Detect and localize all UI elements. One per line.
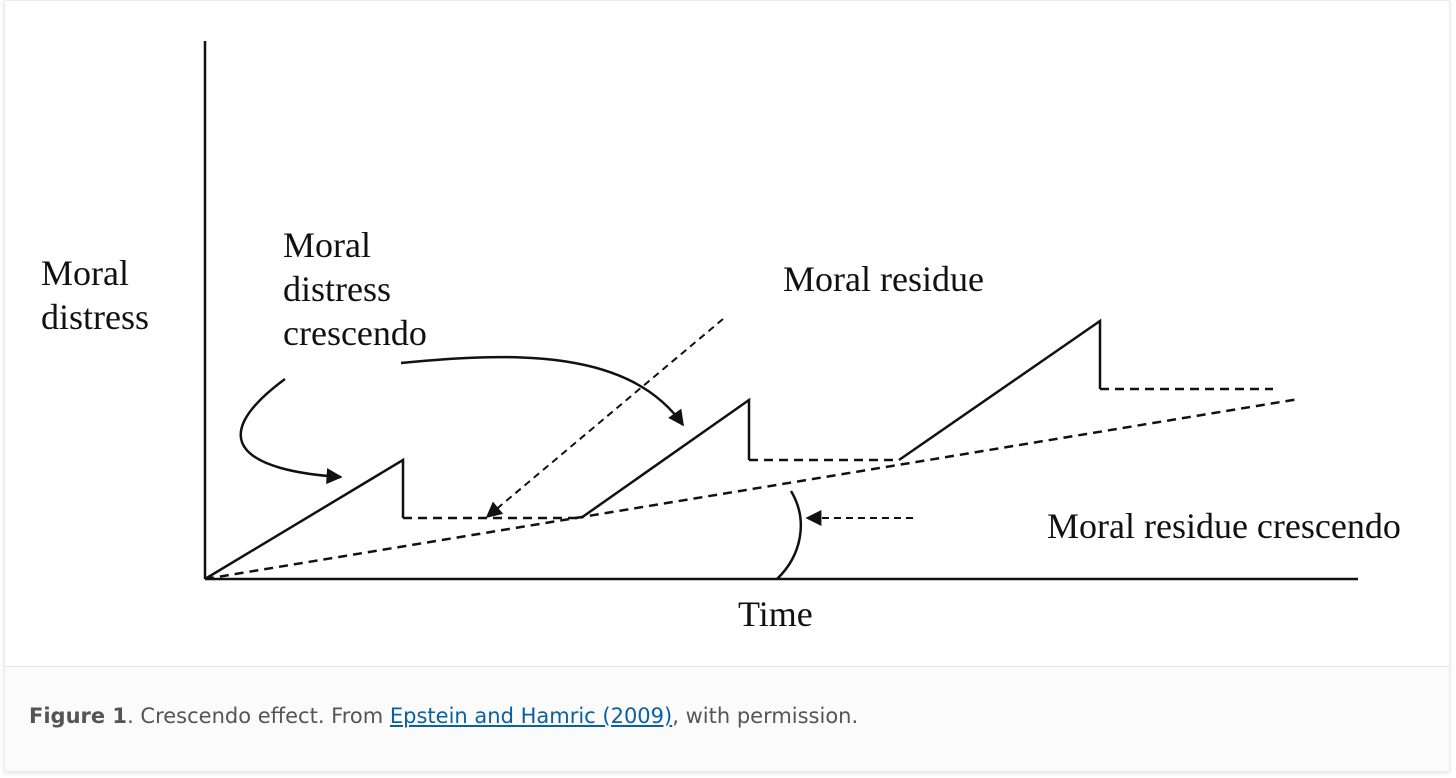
figure-caption: Figure 1. Crescendo effect. From Epstein… [29,704,858,728]
y-axis-label-line-2: distress [41,297,149,337]
diagram-svg: Moral distress Moral distress crescendo … [41,41,1401,634]
crescendo-arrow-2 [400,355,685,427]
distress-rise-2 [580,397,751,520]
figure-panel: Moral distress Moral distress crescendo … [4,0,1450,772]
residue-crescendo-label: Moral residue crescendo [1047,506,1401,546]
y-axis-label: Moral distress [41,253,149,337]
crescendo-label-line-2: distress [283,269,391,309]
residue-crescendo-line [204,397,1300,581]
crescendo-arrow-1 [239,377,343,485]
crescendo-label: Moral distress crescendo [283,225,427,353]
citation-link[interactable]: Epstein and Hamric (2009) [389,704,673,728]
caption-bar [5,666,1449,771]
moral-residue-arrow [485,318,724,519]
distress-rise-3 [898,318,1102,462]
crescendo-label-line-1: Moral [283,225,371,265]
caption-text-end: , with permission. [672,704,859,728]
figure-label: Figure 1 [29,704,128,728]
distress-rise-1 [204,457,405,581]
moral-residue-label: Moral residue [783,259,984,299]
y-axis-label-line-1: Moral [41,253,129,293]
caption-text: . Crescendo effect. From [127,704,390,728]
crescendo-label-line-3: crescendo [283,313,427,353]
crescendo-diagram: Moral distress Moral distress crescendo … [5,1,1451,666]
residue-angle-arc [776,490,803,580]
x-axis-label: Time [738,594,813,634]
